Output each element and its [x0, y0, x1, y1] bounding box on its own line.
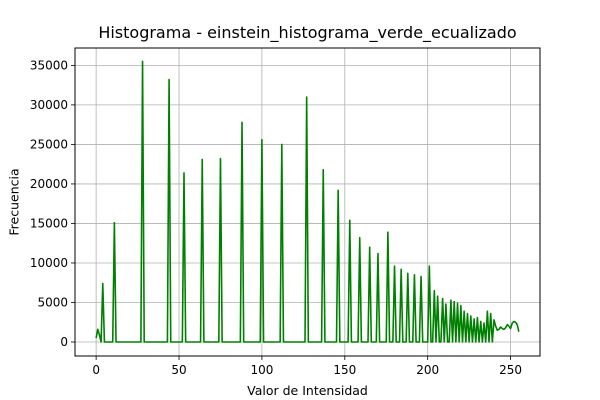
x-tick-label: 50 — [171, 363, 186, 377]
series-layer — [95, 60, 520, 343]
plot-frame — [74, 47, 541, 357]
x-tick-label: 150 — [333, 363, 356, 377]
y-tick-label: 0 — [60, 335, 68, 349]
x-tick-label: 250 — [499, 363, 522, 377]
y-tick-label: 35000 — [30, 58, 68, 72]
x-tick-label: 0 — [92, 363, 100, 377]
x-tick-label: 200 — [416, 363, 439, 377]
y-tick-label: 5000 — [37, 295, 68, 309]
y-axis-title: Frecuencia — [6, 168, 21, 235]
y-tick-label: 25000 — [30, 137, 68, 151]
y-tick-label: 30000 — [30, 98, 68, 112]
y-tick-label: 15000 — [30, 216, 68, 230]
chart-title: Histograma - einstein_histograma_verde_e… — [98, 23, 516, 43]
histogram-series-line — [95, 60, 520, 343]
x-axis-title: Valor de Intensidad — [247, 383, 368, 398]
tick-layer: 0 50 100 150 200 250 0 5000 10000 15000 20000 25000… — [30, 58, 522, 377]
y-tick-label: 10000 — [30, 256, 68, 270]
y-tick-label: 20000 — [30, 177, 68, 191]
x-tick-label: 100 — [250, 363, 273, 377]
